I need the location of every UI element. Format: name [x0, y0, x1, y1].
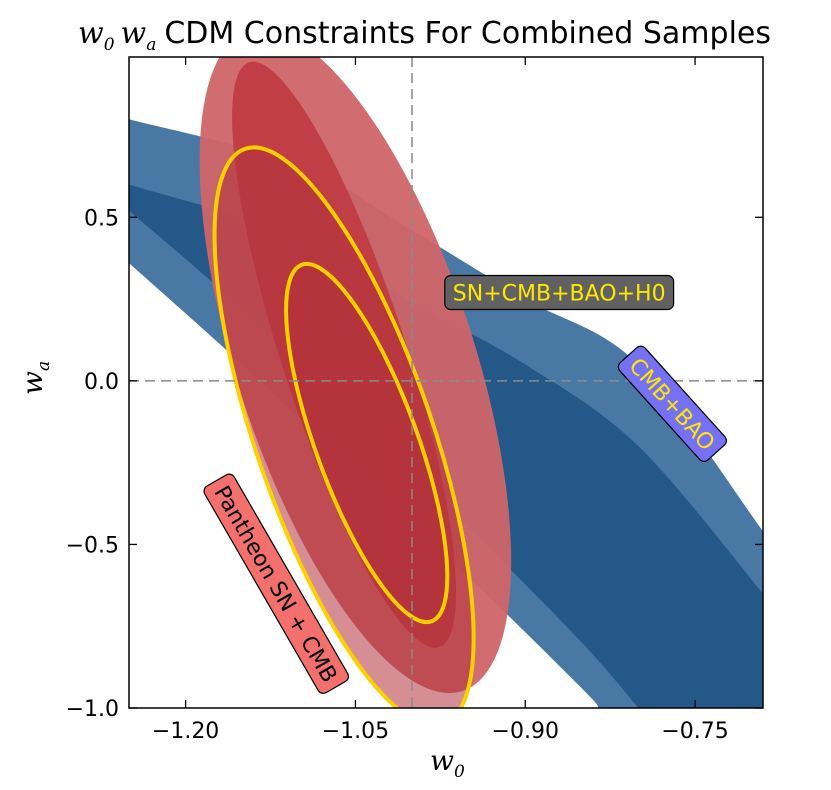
- x-tick-label: −1.05: [322, 719, 389, 744]
- y-tick-label: 0.5: [84, 206, 119, 231]
- axis-ticks: −1.20 −1.05 −0.90 −0.75 0.5 0.0 −0.5 −1.0: [66, 57, 763, 744]
- x-axis-label: w0: [430, 744, 465, 782]
- y-tick-label: −1.0: [66, 697, 119, 722]
- plot-frame: [128, 56, 764, 709]
- annotation-box: [617, 345, 727, 462]
- x-tick-label: −0.75: [661, 719, 728, 744]
- annotation-box: [444, 274, 675, 311]
- annotation-box: [203, 473, 349, 694]
- x-tick-label: −0.90: [492, 719, 559, 744]
- annotation-label-1: SN+CMB+BAO+H0: [444, 274, 675, 311]
- y-tick-label: −0.5: [66, 533, 119, 558]
- chart-title: w0 wa CDM Constraints For Combined Samples: [78, 16, 771, 55]
- combined-1sigma-contour: [284, 261, 450, 625]
- annotation-text: SN+CMB+BAO+H0: [453, 282, 666, 307]
- y-tick-label: 0.0: [84, 370, 119, 395]
- x-tick-label: −1.20: [152, 719, 219, 744]
- combined-contours: [212, 145, 476, 708]
- y-axis-label: wa: [16, 361, 54, 395]
